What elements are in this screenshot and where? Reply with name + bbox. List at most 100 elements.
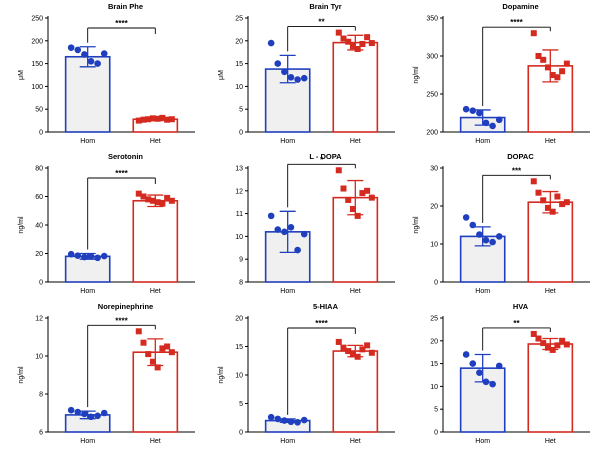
data-point-het [340,185,347,192]
bar-het [332,350,379,433]
y-tick-label: 10 [235,234,243,241]
data-point-hom [100,409,108,417]
chart-title: Brain Phe [108,2,143,11]
chart-panel-brain-tyr: Brain Tyr μM 0 5 10 15 20 25 Hom Het ** [218,2,395,145]
data-point-hom [294,246,301,254]
y-tick-label: 10 [430,242,438,249]
data-point-het [364,34,371,41]
y-axis-label: ng/ml [18,216,25,234]
data-point-hom [489,380,496,388]
data-point-het [554,74,561,81]
data-point-het [364,342,371,349]
data-point-het [364,187,371,194]
data-point-het [540,340,547,347]
data-point-het [563,60,570,67]
y-tick-label: 15 [235,344,243,351]
y-tick-label: 30 [430,166,438,173]
data-point-het [559,201,566,208]
chart-title: Norepinephrine [98,302,153,311]
data-point-het [349,43,356,50]
data-point-hom [281,68,288,76]
data-point-het [535,189,542,196]
data-point-hom [495,362,503,370]
bar-hom [64,255,111,283]
x-category-label: Hom [280,288,295,295]
x-category-label: Hom [80,288,95,295]
chart-panel-l-dopa: L - DOPA 8 9 10 11 12 13 Hom Het * [235,152,395,295]
data-point-hom [462,105,470,113]
data-point-hom [287,418,295,426]
data-point-het [530,330,537,337]
data-point-hom [495,116,503,124]
chart-panel-serotonin: Serotonin ng/ml 0 20 40 60 80 Hom Het **** [18,152,195,295]
data-point-het [135,328,142,335]
y-tick-label: 20 [430,204,438,211]
chart-title: DOPAC [507,152,534,161]
y-tick-label: 10 [35,354,43,361]
y-tick-label: 20 [235,316,243,323]
data-point-hom [81,51,88,58]
y-axis-label: ng/ml [18,366,25,384]
data-point-hom [489,122,496,130]
y-axis-label: μM [18,70,25,80]
data-point-hom [476,109,483,117]
data-point-het [168,197,175,204]
data-point-hom [274,415,282,423]
data-point-het [168,349,175,356]
data-point-hom [274,226,282,233]
y-axis-label: ng/ml [218,366,225,384]
data-point-hom [300,416,308,424]
y-axis-label: ng/ml [413,66,420,84]
x-category-label: Het [350,138,361,145]
data-point-hom [294,76,301,83]
significance-label: **** [315,319,328,328]
data-point-het [149,197,156,204]
significance-label: **** [510,18,523,27]
y-tick-label: 8 [39,392,43,399]
data-point-het [154,364,161,371]
data-point-hom [287,73,295,81]
x-category-label: Het [150,138,161,145]
data-point-hom [482,378,490,386]
x-category-label: Hom [280,438,295,445]
y-tick-label: 200 [31,38,43,45]
data-point-het [554,342,561,349]
x-category-label: Het [350,438,361,445]
data-point-het [368,349,375,356]
data-point-het [345,38,352,45]
x-category-label: Hom [80,138,95,145]
chart-title: HVA [513,302,529,311]
data-point-het [335,167,342,174]
x-category-label: Het [150,438,161,445]
data-point-hom [469,221,477,229]
data-point-het [140,339,147,346]
data-point-hom [94,412,101,420]
data-point-het [164,116,171,123]
chart-title: Brain Tyr [309,2,341,11]
y-tick-label: 11 [236,211,243,218]
data-point-hom [100,252,108,260]
y-tick-label: 60 [35,194,43,201]
data-point-hom [462,214,470,221]
data-point-hom [67,406,75,414]
data-point-hom [482,236,490,244]
data-point-het [145,116,152,123]
data-point-het [549,72,556,78]
data-point-het [159,345,166,352]
chart-title: 5-HIAA [313,302,339,311]
data-point-het [354,46,361,53]
data-point-het [549,346,556,353]
y-tick-label: 0 [39,280,43,287]
y-axis-label: μM [218,70,225,80]
data-point-het [559,337,566,344]
y-tick-label: 13 [235,166,243,173]
y-tick-label: 5 [239,401,243,408]
data-point-het [554,193,561,200]
data-point-hom [81,410,88,418]
data-point-hom [482,119,490,127]
x-category-label: Het [350,288,361,295]
data-point-hom [267,39,275,47]
y-tick-label: 20 [235,38,243,45]
bar-het [527,343,574,433]
data-point-hom [87,58,95,65]
